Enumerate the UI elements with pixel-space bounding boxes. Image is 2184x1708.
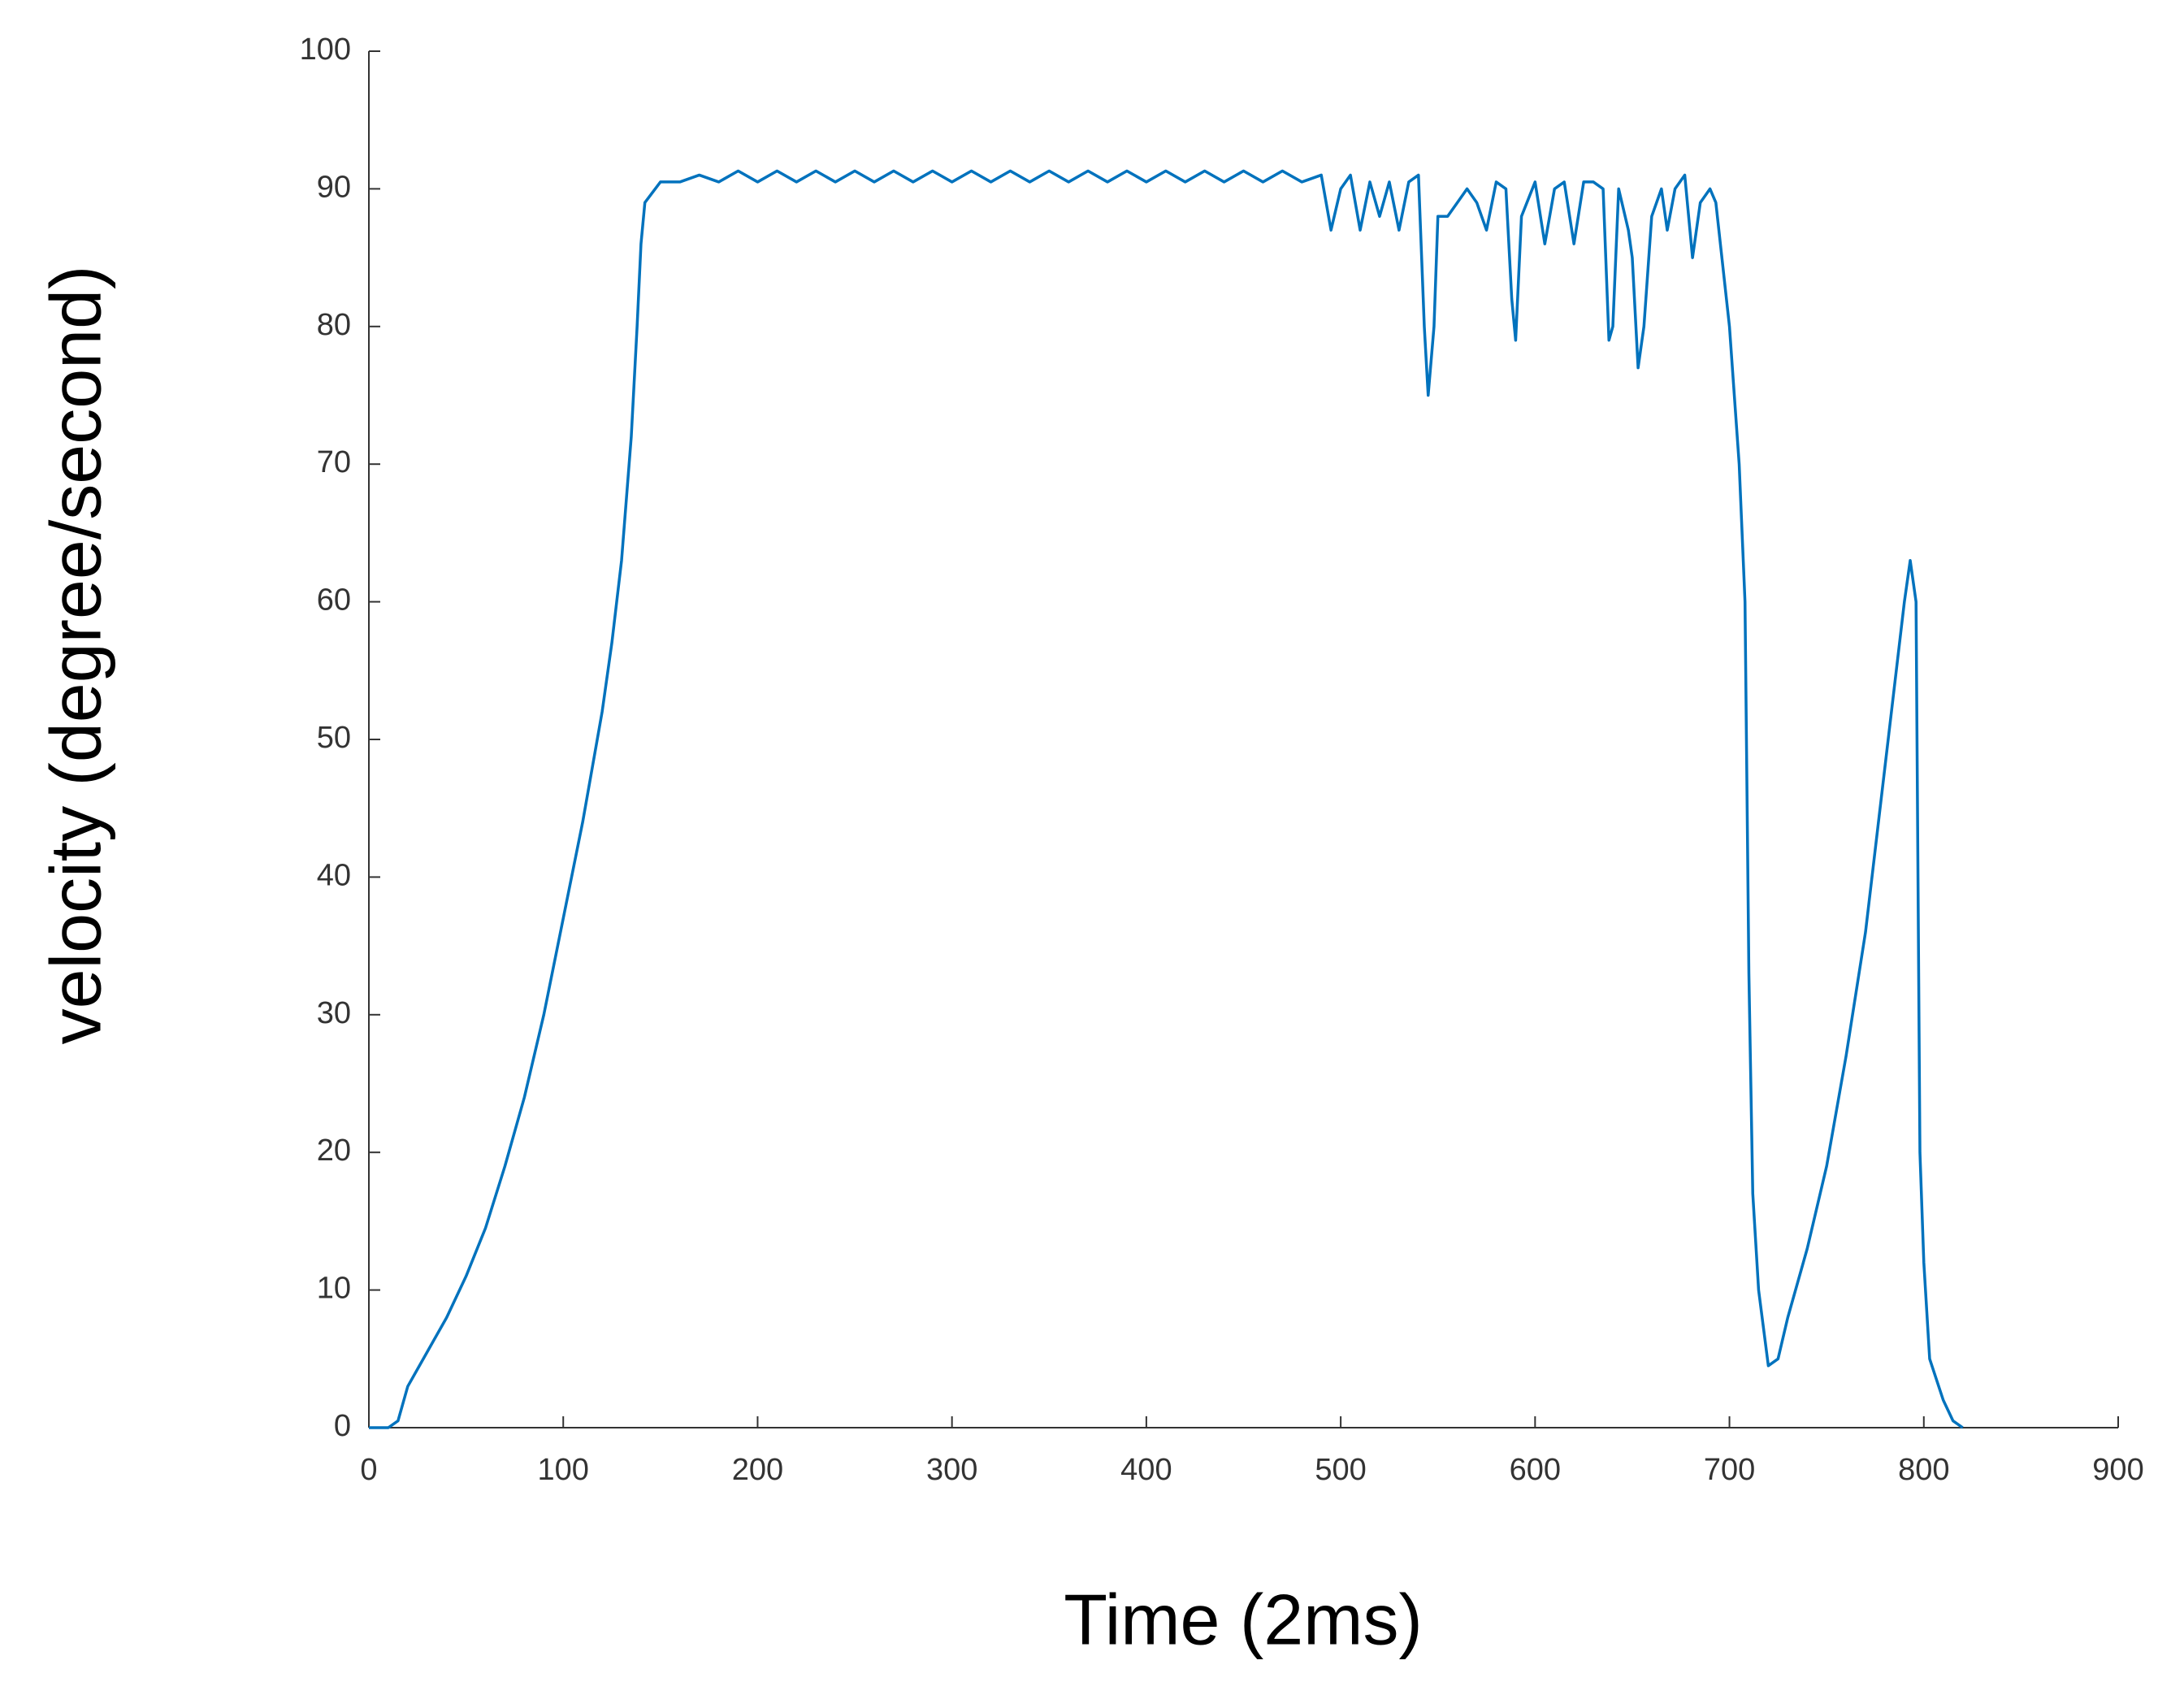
x-tick-label: 500 <box>1315 1453 1366 1487</box>
data-line <box>369 169 1964 1429</box>
x-tick-label: 600 <box>1510 1453 1561 1487</box>
y-tick-label: 80 <box>317 308 351 342</box>
y-tick-label: 20 <box>317 1134 351 1168</box>
y-tick-label: 90 <box>317 170 351 204</box>
x-tick-label: 100 <box>538 1453 589 1487</box>
y-tick-label: 70 <box>317 445 351 479</box>
y-tick-label: 100 <box>300 33 351 67</box>
y-tick-label: 60 <box>317 583 351 618</box>
x-axis-label: Time (2ms) <box>1064 1579 1423 1659</box>
x-tick-label: 700 <box>1704 1453 1755 1487</box>
y-tick-label: 10 <box>317 1272 351 1306</box>
x-tick-label: 900 <box>2092 1453 2143 1487</box>
y-tick-label: 50 <box>317 721 351 755</box>
x-tick-label: 300 <box>926 1453 977 1487</box>
x-tick-label: 400 <box>1120 1453 1172 1487</box>
x-tick-label: 800 <box>1898 1453 1949 1487</box>
y-axis-label: velocity (degree/second) <box>35 266 115 1045</box>
x-tick-label: 200 <box>732 1453 783 1487</box>
y-tick-label: 30 <box>317 996 351 1030</box>
y-tick-label: 0 <box>334 1409 351 1443</box>
y-tick-label: 40 <box>317 858 351 892</box>
x-tick-label: 0 <box>360 1453 377 1487</box>
